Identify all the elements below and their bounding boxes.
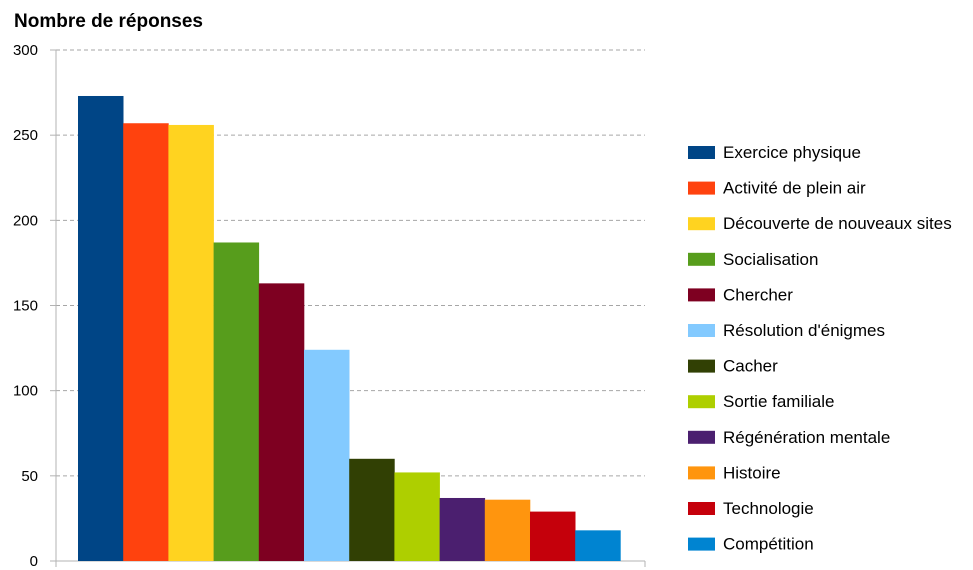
legend-swatch [688, 181, 715, 195]
y-tick-label: 150 [13, 298, 38, 315]
legend-swatch [688, 502, 715, 515]
bar [78, 95, 124, 562]
bar [213, 242, 260, 562]
legend: Exercice physique Activité de plein air Dé… [688, 143, 952, 554]
legend-swatch [688, 288, 715, 302]
legend-label: Chercher [723, 285, 793, 304]
bar [168, 124, 214, 561]
legend-label: Sortie familiale [723, 392, 835, 411]
y-tick-label: 250 [13, 127, 38, 144]
bar [575, 530, 621, 561]
chart-title: Nombre de réponses [14, 11, 203, 32]
legend-swatch [688, 395, 715, 409]
bars [78, 95, 621, 562]
y-tick-label: 200 [13, 212, 38, 229]
legend-label: Exercice physique [723, 143, 861, 162]
legend-swatch [688, 252, 715, 266]
legend-label: Histoire [723, 463, 781, 482]
legend-swatch [688, 146, 715, 159]
bar [258, 283, 305, 561]
legend-swatch [688, 466, 715, 480]
bar [439, 497, 486, 561]
y-axis: 0 50 100 150 200 250 300 [13, 42, 38, 570]
legend-label: Résolution d'énigmes [723, 321, 885, 340]
bar [123, 123, 169, 562]
legend-swatch [688, 217, 715, 231]
legend-swatch [688, 430, 715, 444]
bar [530, 511, 576, 561]
bar [394, 472, 440, 561]
y-tick-label: 50 [21, 468, 38, 485]
legend-swatch [688, 359, 715, 373]
bar [484, 499, 531, 561]
legend-swatch [688, 537, 715, 551]
bar [349, 458, 395, 561]
legend-label: Régénération mentale [723, 428, 890, 447]
legend-label: Socialisation [723, 250, 818, 269]
legend-label: Découverte de nouveaux sites [723, 214, 952, 233]
y-tick-label: 0 [30, 553, 38, 570]
legend-swatch [688, 324, 715, 337]
legend-label: Compétition [723, 535, 814, 554]
legend-label: Cacher [723, 357, 778, 376]
legend-label: Technologie [723, 499, 814, 518]
legend-label: Activité de plein air [723, 179, 866, 198]
bar [304, 349, 350, 561]
y-tick-label: 300 [13, 42, 38, 59]
y-tick-label: 100 [13, 383, 38, 400]
